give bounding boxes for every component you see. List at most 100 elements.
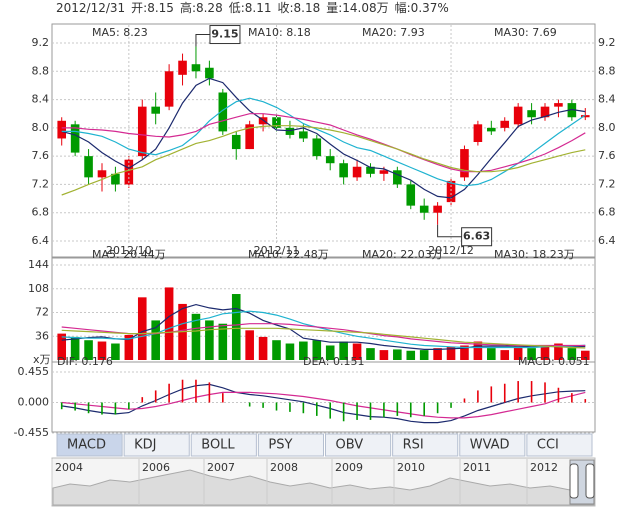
candle-body (111, 173, 120, 185)
legend-label: MA10: 8.18 (248, 26, 311, 39)
y-tick-label: 8.8 (32, 64, 50, 77)
candle-body (513, 106, 523, 125)
volume-bar (339, 341, 348, 360)
y-tick-label-right: 7.6 (598, 149, 616, 162)
annotation-leader (437, 224, 462, 238)
volume-bar (352, 343, 362, 360)
legend-label: MA20: 7.93 (362, 26, 425, 39)
legend-label: MA30: 7.69 (494, 26, 557, 39)
timeline-year: 2007 (207, 461, 235, 474)
volume-bar (540, 345, 550, 360)
header-field: 2012/12/31 (56, 1, 125, 15)
indicator-tab[interactable] (325, 433, 392, 457)
indicator-tab-label[interactable]: RSI (403, 438, 424, 453)
indicator-tab-label[interactable]: KDJ (134, 438, 156, 453)
candle-body (433, 205, 442, 213)
volume-bar (84, 340, 93, 360)
volume-bar (272, 340, 281, 360)
volume-bar (527, 348, 536, 360)
candle-body (218, 92, 228, 132)
candle-body (325, 156, 335, 164)
indicator-tab[interactable] (392, 433, 459, 457)
indicator-tab[interactable] (190, 433, 257, 457)
indicator-tab[interactable] (257, 433, 324, 457)
legend-label: MA10: 22.48万 (248, 248, 329, 261)
timeline-handle[interactable] (569, 463, 579, 499)
x-tick-label: 2012/11 (254, 244, 300, 257)
header-field: 高:8.28 (180, 0, 223, 15)
timeline-year: 2004 (55, 461, 83, 474)
y-tick-label-right: 8.8 (598, 64, 616, 77)
volume-bar (366, 348, 375, 360)
ma-line (61, 77, 586, 199)
candle-body (151, 106, 160, 114)
indicator-tab[interactable] (459, 433, 526, 457)
ma-line (61, 113, 586, 173)
candle-body (406, 184, 416, 206)
candle-body (473, 124, 483, 142)
indicator-tab-label[interactable]: MACD (67, 438, 106, 453)
legend-label: DEA: 0.151 (303, 355, 364, 368)
timeline-handle[interactable] (585, 463, 595, 499)
volume-bar (393, 349, 402, 360)
indicator-tab-label[interactable]: PSY (268, 438, 292, 453)
legend-label: MA20: 22.03万 (362, 248, 443, 261)
candle-body (567, 103, 577, 118)
volume-bar (487, 348, 496, 360)
volume-bar (124, 334, 134, 360)
indicator-tab-label[interactable]: OBV (336, 438, 364, 453)
candle-body (379, 170, 389, 174)
candle-body (460, 149, 469, 178)
volume-bar (580, 350, 590, 360)
candle-body (178, 60, 187, 75)
header-field: 开:8.15 (131, 1, 174, 15)
volume-bar (325, 345, 335, 360)
legend-label: MA5: 8.23 (92, 26, 148, 39)
macd-panel-frame (51, 361, 596, 433)
volume-bar (70, 336, 80, 360)
volume-bar (164, 287, 174, 360)
candle-body (580, 115, 590, 118)
y-tick-label-right: 8.0 (598, 121, 616, 134)
indicator-tab-label[interactable]: CCI (537, 438, 559, 453)
candle-body (57, 120, 67, 139)
volume-bar (299, 341, 308, 360)
volume-bar (97, 341, 107, 360)
volume-bar (258, 336, 268, 360)
candle-body (527, 110, 536, 118)
ma-line (61, 327, 586, 349)
candle-body (366, 166, 375, 174)
volume-bar (473, 341, 483, 360)
timeline-year: 2008 (270, 461, 298, 474)
ma-line (61, 125, 586, 196)
volume-bar (513, 346, 523, 360)
indicator-tab[interactable] (123, 433, 190, 457)
volume-bar (500, 350, 510, 360)
y-tick-label: 144 (28, 258, 49, 271)
candle-body (554, 103, 563, 107)
ma-line (61, 391, 586, 419)
y-tick-label: 108 (28, 282, 49, 295)
x-tick-label: 2012/12 (428, 244, 474, 257)
candle-body (339, 163, 348, 178)
header-field: 幅:0.37% (395, 0, 449, 15)
annotation-leader (195, 34, 210, 47)
annotation-label: 9.15 (211, 28, 238, 41)
y-tick-label-right: 9.2 (598, 36, 616, 49)
y-tick-label: 72 (35, 306, 49, 319)
indicator-tab[interactable] (56, 433, 123, 457)
y-tick-label: 6.8 (32, 206, 50, 219)
y-tick-label: 8.0 (32, 121, 50, 134)
annotation-label: 6.63 (463, 230, 490, 243)
volume-bar (567, 348, 577, 360)
timeline-overview (52, 469, 595, 506)
volume-bar (151, 320, 160, 360)
indicator-tab-label[interactable]: WVAD (470, 438, 510, 453)
indicator-tab-label[interactable]: BOLL (201, 438, 235, 453)
volume-bar (137, 297, 147, 360)
quote-header: 2012/12/31 开:8.15 高:8.28 低:8.11 收:8.18 量:14.0… (56, 0, 449, 15)
header-field: 收:8.18 (277, 1, 320, 15)
indicator-tab[interactable] (526, 433, 593, 457)
y-tick-label-right: 8.4 (598, 93, 616, 106)
legend-label: MACD: 0.051 (518, 355, 590, 368)
